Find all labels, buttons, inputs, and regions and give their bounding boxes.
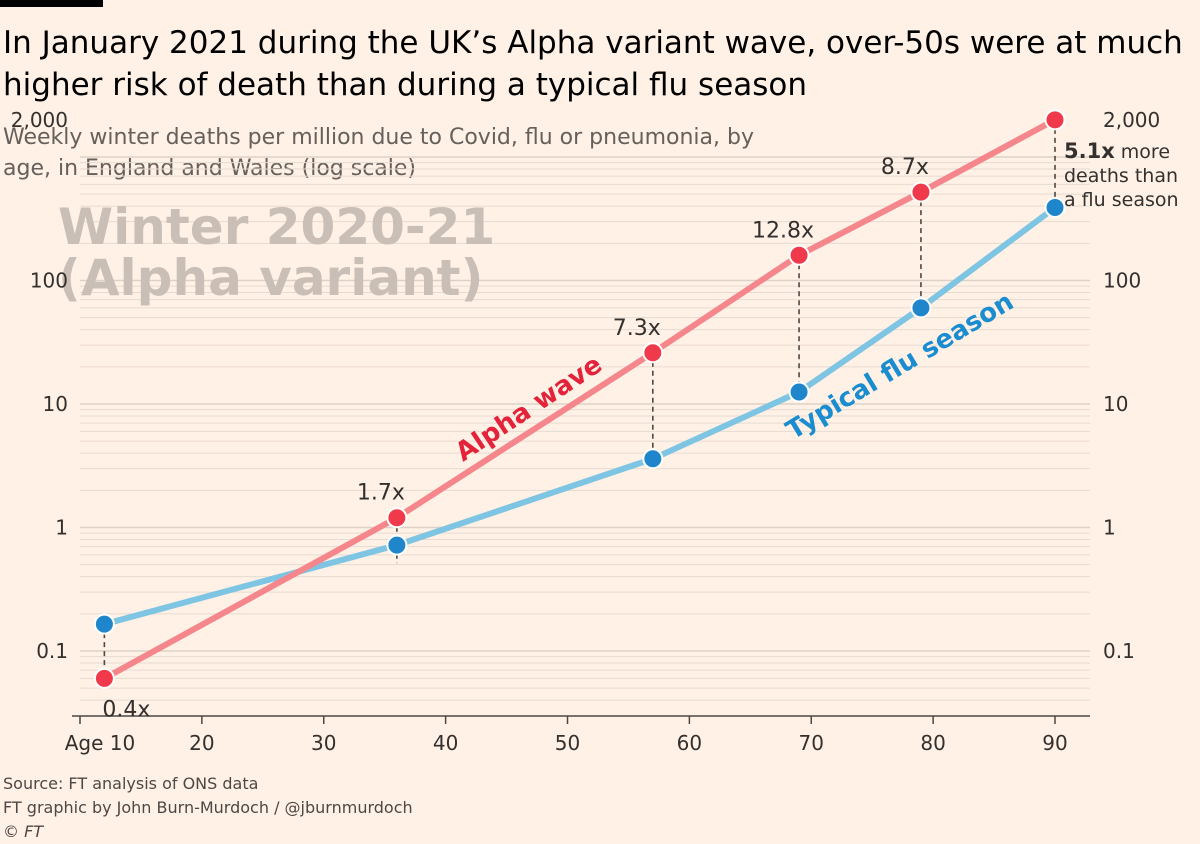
y-tick-label-left: 100	[30, 269, 68, 293]
alpha-wave-label: Alpha wave	[450, 350, 607, 468]
series-labels: Alpha wave Typical flu season	[450, 287, 1019, 468]
graphic-credit: FT graphic by John Burn-Murdoch / @jburn…	[3, 798, 413, 817]
ratio-label: 1.7x	[357, 481, 405, 506]
alpha-point	[93, 667, 115, 689]
x-tick-label: Age 10	[65, 731, 136, 755]
y-tick-label-left: 2,000	[11, 108, 68, 132]
final-ratio: 5.1x	[1064, 139, 1115, 163]
chart-title: In January 2021 during the UK’s Alpha va…	[3, 25, 1183, 103]
flu-point	[93, 613, 115, 635]
final-annotation-line-1: 5.1x more	[1064, 139, 1170, 163]
watermark-line-1: Winter 2020-21	[58, 198, 495, 256]
watermark-line-2: (Alpha variant)	[58, 249, 483, 307]
alpha-point	[788, 244, 810, 266]
y-axis: 0.1 0.1 1 1 10 10 100 100 2,000 2,000	[11, 108, 1161, 663]
series-points	[93, 109, 1066, 689]
x-tick-label: 70	[799, 731, 824, 755]
ratio-label: 7.3x	[613, 316, 661, 341]
y-tick-label-left: 1	[55, 516, 68, 540]
x-tick-label: 20	[189, 731, 214, 755]
final-annotation-line-3: a flu season	[1064, 189, 1179, 211]
y-tick-label-right: 2,000	[1103, 108, 1160, 132]
y-tick-label-right: 10	[1103, 392, 1128, 416]
alpha-point	[386, 507, 408, 529]
y-tick-label-right: 1	[1103, 516, 1116, 540]
ratio-label: 0.4x	[102, 697, 150, 722]
watermark: Winter 2020-21 (Alpha variant)	[58, 198, 495, 307]
y-tick-label-left: 0.1	[36, 639, 68, 663]
x-tick-label: 50	[555, 731, 580, 755]
x-tick-label: 60	[677, 731, 702, 755]
y-tick-label-left: 10	[43, 392, 68, 416]
final-annotation-line-2: deaths than	[1064, 165, 1178, 187]
ft-top-bar	[0, 0, 103, 7]
flu-point	[386, 534, 408, 556]
ratio-label: 8.7x	[881, 155, 929, 180]
y-tick-label-right: 0.1	[1103, 639, 1135, 663]
footer: Source: FT analysis of ONS data FT graph…	[3, 772, 413, 844]
ratio-label: 12.8x	[752, 218, 814, 243]
alpha-point	[910, 181, 932, 203]
copyright: © FT	[3, 822, 44, 841]
source-note: Source: FT analysis of ONS data	[3, 774, 259, 793]
x-tick-label: 40	[433, 731, 458, 755]
flu-point	[910, 297, 932, 319]
ratio-labels: 0.4x 1.7x 7.3x 12.8x 8.7x	[102, 155, 929, 722]
alpha-point	[642, 342, 664, 364]
x-tick-label: 90	[1042, 731, 1067, 755]
y-tick-label-right: 100	[1103, 269, 1141, 293]
alpha-line	[101, 116, 1058, 682]
x-tick-label: 80	[920, 731, 945, 755]
final-annotation-more: more	[1115, 141, 1170, 163]
alpha-point	[1044, 109, 1066, 131]
flu-point	[642, 448, 664, 470]
gridlines	[80, 156, 1090, 701]
series-lines	[101, 116, 1058, 682]
x-axis: Age 10 20 30 40 50 60 70 80 90	[65, 715, 1090, 755]
flu-point	[788, 381, 810, 403]
flu-line	[101, 204, 1058, 628]
x-tick-label: 30	[311, 731, 336, 755]
flu-point	[1044, 197, 1066, 219]
